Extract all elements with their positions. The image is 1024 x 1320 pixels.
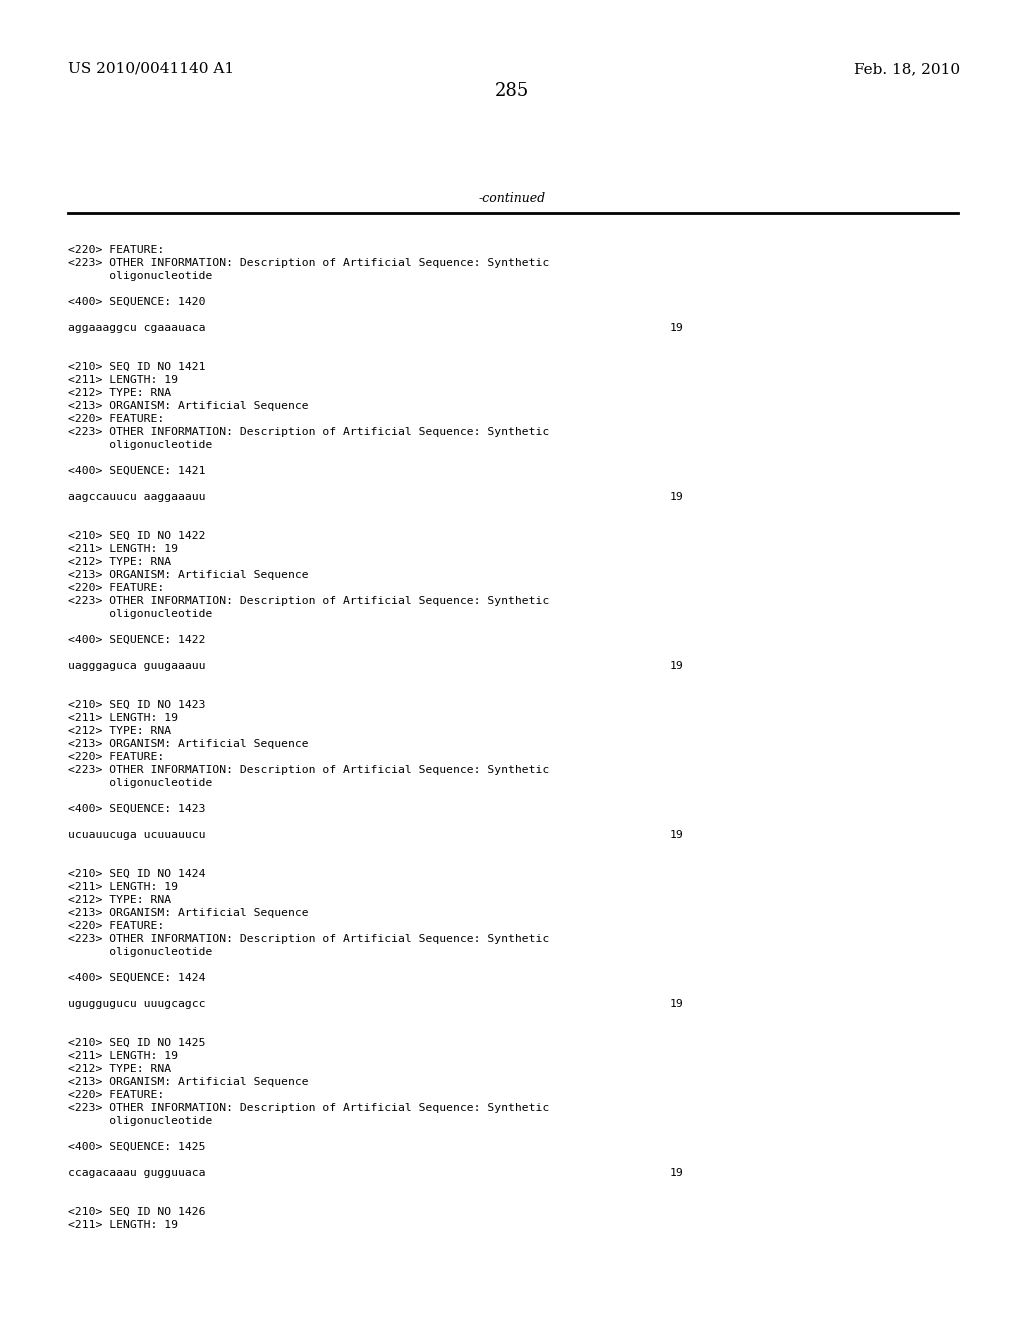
Text: <210> SEQ ID NO 1425: <210> SEQ ID NO 1425 [68, 1038, 206, 1048]
Text: <220> FEATURE:: <220> FEATURE: [68, 414, 164, 424]
Text: <212> TYPE: RNA: <212> TYPE: RNA [68, 895, 171, 906]
Text: aggaaaggcu cgaaauaca: aggaaaggcu cgaaauaca [68, 323, 206, 333]
Text: <400> SEQUENCE: 1420: <400> SEQUENCE: 1420 [68, 297, 206, 308]
Text: <213> ORGANISM: Artificial Sequence: <213> ORGANISM: Artificial Sequence [68, 908, 308, 917]
Text: <211> LENGTH: 19: <211> LENGTH: 19 [68, 375, 178, 385]
Text: oligonucleotide: oligonucleotide [68, 777, 212, 788]
Text: <223> OTHER INFORMATION: Description of Artificial Sequence: Synthetic: <223> OTHER INFORMATION: Description of … [68, 426, 549, 437]
Text: <210> SEQ ID NO 1424: <210> SEQ ID NO 1424 [68, 869, 206, 879]
Text: oligonucleotide: oligonucleotide [68, 440, 212, 450]
Text: <211> LENGTH: 19: <211> LENGTH: 19 [68, 544, 178, 554]
Text: <212> TYPE: RNA: <212> TYPE: RNA [68, 388, 171, 399]
Text: uagggaguca guugaaauu: uagggaguca guugaaauu [68, 661, 206, 671]
Text: 19: 19 [670, 1168, 684, 1177]
Text: <223> OTHER INFORMATION: Description of Artificial Sequence: Synthetic: <223> OTHER INFORMATION: Description of … [68, 257, 549, 268]
Text: <210> SEQ ID NO 1426: <210> SEQ ID NO 1426 [68, 1206, 206, 1217]
Text: <213> ORGANISM: Artificial Sequence: <213> ORGANISM: Artificial Sequence [68, 570, 308, 579]
Text: <220> FEATURE:: <220> FEATURE: [68, 921, 164, 931]
Text: <400> SEQUENCE: 1425: <400> SEQUENCE: 1425 [68, 1142, 206, 1152]
Text: 19: 19 [670, 492, 684, 502]
Text: aagccauucu aaggaaauu: aagccauucu aaggaaauu [68, 492, 206, 502]
Text: 19: 19 [670, 830, 684, 840]
Text: <400> SEQUENCE: 1421: <400> SEQUENCE: 1421 [68, 466, 206, 477]
Text: <212> TYPE: RNA: <212> TYPE: RNA [68, 726, 171, 737]
Text: <223> OTHER INFORMATION: Description of Artificial Sequence: Synthetic: <223> OTHER INFORMATION: Description of … [68, 597, 549, 606]
Text: <210> SEQ ID NO 1421: <210> SEQ ID NO 1421 [68, 362, 206, 372]
Text: <211> LENGTH: 19: <211> LENGTH: 19 [68, 1051, 178, 1061]
Text: <400> SEQUENCE: 1424: <400> SEQUENCE: 1424 [68, 973, 206, 983]
Text: <220> FEATURE:: <220> FEATURE: [68, 583, 164, 593]
Text: ucuauucuga ucuuauucu: ucuauucuga ucuuauucu [68, 830, 206, 840]
Text: 19: 19 [670, 999, 684, 1008]
Text: <223> OTHER INFORMATION: Description of Artificial Sequence: Synthetic: <223> OTHER INFORMATION: Description of … [68, 1104, 549, 1113]
Text: uguggugucu uuugcagcc: uguggugucu uuugcagcc [68, 999, 206, 1008]
Text: oligonucleotide: oligonucleotide [68, 271, 212, 281]
Text: oligonucleotide: oligonucleotide [68, 1115, 212, 1126]
Text: oligonucleotide: oligonucleotide [68, 946, 212, 957]
Text: <213> ORGANISM: Artificial Sequence: <213> ORGANISM: Artificial Sequence [68, 739, 308, 748]
Text: 19: 19 [670, 661, 684, 671]
Text: oligonucleotide: oligonucleotide [68, 609, 212, 619]
Text: Feb. 18, 2010: Feb. 18, 2010 [854, 62, 961, 77]
Text: 19: 19 [670, 323, 684, 333]
Text: <211> LENGTH: 19: <211> LENGTH: 19 [68, 882, 178, 892]
Text: <213> ORGANISM: Artificial Sequence: <213> ORGANISM: Artificial Sequence [68, 1077, 308, 1086]
Text: <223> OTHER INFORMATION: Description of Artificial Sequence: Synthetic: <223> OTHER INFORMATION: Description of … [68, 766, 549, 775]
Text: <211> LENGTH: 19: <211> LENGTH: 19 [68, 713, 178, 723]
Text: US 2010/0041140 A1: US 2010/0041140 A1 [68, 62, 234, 77]
Text: <223> OTHER INFORMATION: Description of Artificial Sequence: Synthetic: <223> OTHER INFORMATION: Description of … [68, 935, 549, 944]
Text: <212> TYPE: RNA: <212> TYPE: RNA [68, 557, 171, 568]
Text: <400> SEQUENCE: 1422: <400> SEQUENCE: 1422 [68, 635, 206, 645]
Text: <211> LENGTH: 19: <211> LENGTH: 19 [68, 1220, 178, 1230]
Text: 285: 285 [495, 82, 529, 100]
Text: <210> SEQ ID NO 1423: <210> SEQ ID NO 1423 [68, 700, 206, 710]
Text: <210> SEQ ID NO 1422: <210> SEQ ID NO 1422 [68, 531, 206, 541]
Text: ccagacaaau gugguuaca: ccagacaaau gugguuaca [68, 1168, 206, 1177]
Text: <212> TYPE: RNA: <212> TYPE: RNA [68, 1064, 171, 1074]
Text: <213> ORGANISM: Artificial Sequence: <213> ORGANISM: Artificial Sequence [68, 401, 308, 411]
Text: <220> FEATURE:: <220> FEATURE: [68, 752, 164, 762]
Text: <220> FEATURE:: <220> FEATURE: [68, 246, 164, 255]
Text: <400> SEQUENCE: 1423: <400> SEQUENCE: 1423 [68, 804, 206, 814]
Text: -continued: -continued [478, 191, 546, 205]
Text: <220> FEATURE:: <220> FEATURE: [68, 1090, 164, 1100]
